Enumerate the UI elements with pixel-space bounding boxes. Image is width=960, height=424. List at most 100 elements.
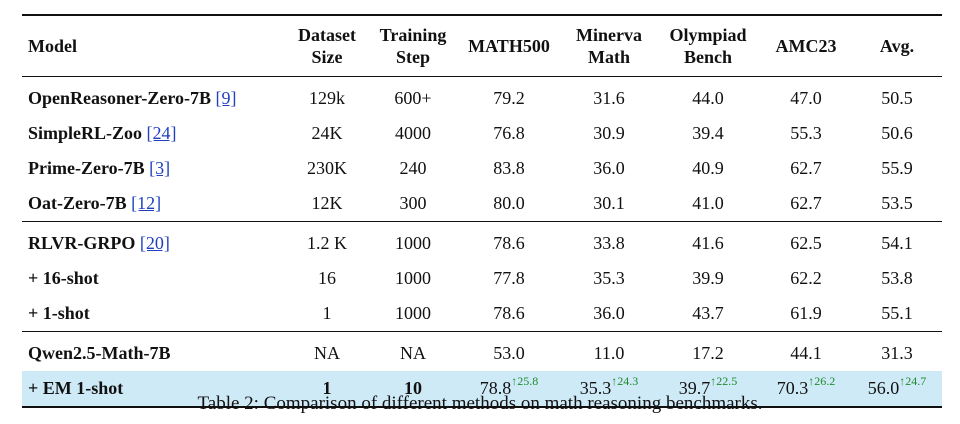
cell-value: 1 [322, 303, 332, 323]
value-cell: 50.6 [852, 116, 942, 151]
cell-value: 78.6 [493, 233, 525, 253]
cell-value: NA [314, 343, 340, 363]
value-cell: NA [284, 332, 370, 372]
cell-value: 62.2 [790, 268, 822, 288]
cell-value: 47.0 [790, 88, 822, 108]
cell-value: 50.5 [881, 88, 913, 108]
table-row: RLVR-GRPO [20] 1.2 K 1000 78.6 33.8 41.6 62.5 5… [22, 222, 942, 262]
value-cell: 53.5 [852, 186, 942, 222]
cell-value: 77.8 [493, 268, 525, 288]
table-header: Model Dataset Size Training Step MATH500 Miner… [22, 15, 942, 77]
cell-value: 30.1 [593, 193, 625, 213]
column-header-text: Step [395, 47, 430, 67]
column-header-text: Model [28, 36, 77, 56]
table-caption: Table 2: Comparison of different methods… [197, 393, 763, 414]
value-cell: 79.2 [456, 77, 562, 117]
cell-value: 11.0 [593, 343, 625, 363]
cell-value: 78.8 [479, 378, 512, 398]
cell-value: 55.9 [881, 158, 913, 178]
table-row: Prime-Zero-7B [3] 230K 240 83.8 36.0 40.9 62.7… [22, 151, 942, 186]
cell-value: 70.3 [776, 378, 809, 398]
value-cell: 55.3 [760, 116, 852, 151]
cell-value: 50.6 [881, 123, 913, 143]
value-cell: 43.7 [656, 296, 760, 332]
model-name-cell: + 16-shot [22, 261, 284, 296]
value-cell: 78.6 [456, 296, 562, 332]
column-header-text: Olympiad [669, 25, 747, 45]
column-header-text: Size [311, 47, 343, 67]
value-cell: 41.6 [656, 222, 760, 262]
column-header-text: Minerva [576, 25, 642, 45]
value-cell: 40.9 [656, 151, 760, 186]
cell-value: 44.0 [692, 88, 724, 108]
gain-superscript: ↑22.5 [710, 374, 738, 388]
citation-link[interactable]: [20] [139, 233, 170, 253]
gain-superscript: ↑24.7 [899, 374, 927, 388]
value-cell: 78.8↑25.8 [456, 371, 562, 407]
cell-value: 83.8 [493, 158, 525, 178]
value-cell: 35.3 [562, 261, 656, 296]
cell-value: 30.9 [593, 123, 625, 143]
cell-value: 24K [311, 123, 343, 143]
value-cell: 50.5 [852, 77, 942, 117]
column-header-text: Avg. [879, 36, 915, 56]
column-header: Olympiad Bench [656, 15, 760, 77]
cell-value: 31.6 [593, 88, 625, 108]
value-cell: 62.7 [760, 151, 852, 186]
cell-value: 1 [322, 378, 332, 398]
cell-value: 10 [404, 378, 422, 398]
value-cell: 12K [284, 186, 370, 222]
cell-value: 17.2 [692, 343, 724, 363]
cell-value: 36.0 [593, 158, 625, 178]
model-name: + 16-shot [28, 268, 99, 288]
cell-value: 129k [309, 88, 345, 108]
value-cell: 56.0↑24.7 [852, 371, 942, 407]
cell-value: 79.2 [493, 88, 525, 108]
value-cell: 54.1 [852, 222, 942, 262]
value-cell: 62.7 [760, 186, 852, 222]
column-header: Avg. [852, 15, 942, 77]
row-group: Qwen2.5-Math-7B NA NA 53.0 11.0 17.2 44.1 31.3 +… [22, 332, 942, 407]
cell-value: 44.1 [790, 343, 822, 363]
value-cell: 1000 [370, 222, 456, 262]
value-cell: 76.8 [456, 116, 562, 151]
cell-value: 12K [311, 193, 343, 213]
citation-link[interactable]: [24] [146, 123, 177, 143]
model-name: Qwen2.5-Math-7B [28, 343, 171, 363]
cell-value: 56.0 [867, 378, 900, 398]
model-name-cell: + 1-shot [22, 296, 284, 332]
value-cell: 77.8 [456, 261, 562, 296]
value-cell: 10 [370, 371, 456, 407]
cell-value: 41.6 [692, 233, 724, 253]
value-cell: 33.8 [562, 222, 656, 262]
value-cell: 30.9 [562, 116, 656, 151]
column-header: AMC23 [760, 15, 852, 77]
citation-link[interactable]: [3] [149, 158, 171, 178]
value-cell: 1 [284, 296, 370, 332]
value-cell: 39.4 [656, 116, 760, 151]
cell-value: 62.5 [790, 233, 822, 253]
value-cell: 61.9 [760, 296, 852, 332]
column-header: Minerva Math [562, 15, 656, 77]
column-header-text: Bench [683, 47, 732, 67]
value-cell: 4000 [370, 116, 456, 151]
model-name-cell: RLVR-GRPO [20] [22, 222, 284, 262]
value-cell: 36.0 [562, 296, 656, 332]
cell-value: 16 [318, 268, 336, 288]
cell-value: 54.1 [881, 233, 913, 253]
value-cell: 55.9 [852, 151, 942, 186]
cell-value: 230K [307, 158, 347, 178]
citation-link[interactable]: [9] [215, 88, 237, 108]
value-cell: 36.0 [562, 151, 656, 186]
model-name-cell: Qwen2.5-Math-7B [22, 332, 284, 372]
table-row: Qwen2.5-Math-7B NA NA 53.0 11.0 17.2 44.1 31.3 [22, 332, 942, 372]
cell-value: 55.1 [881, 303, 913, 323]
citation-link[interactable]: [12] [131, 193, 162, 213]
cell-value: 1000 [395, 268, 431, 288]
value-cell: 78.6 [456, 222, 562, 262]
value-cell: 44.0 [656, 77, 760, 117]
cell-value: 35.3 [593, 268, 625, 288]
row-group: RLVR-GRPO [20] 1.2 K 1000 78.6 33.8 41.6 62.5 5… [22, 222, 942, 332]
cell-value: 39.9 [692, 268, 724, 288]
cell-value: 62.7 [790, 193, 822, 213]
